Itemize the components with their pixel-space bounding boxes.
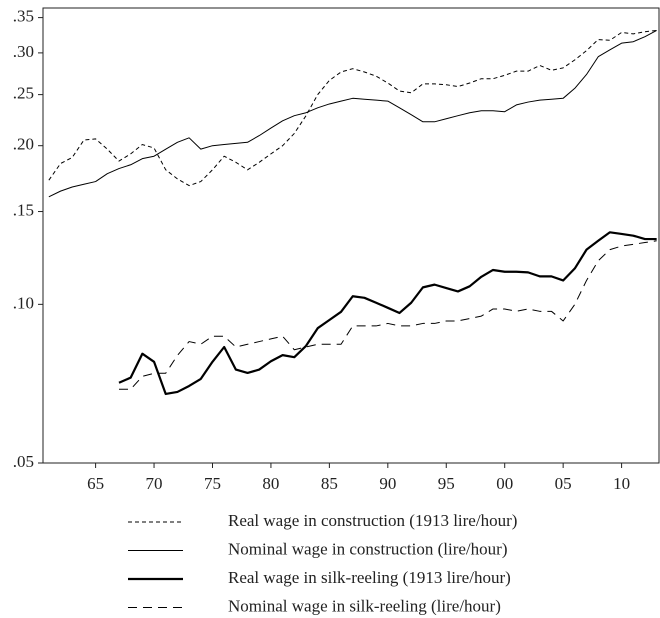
x-tick-label: 85 <box>321 474 338 493</box>
y-tick-label: .20 <box>13 135 34 154</box>
y-tick-label: .35 <box>13 7 34 26</box>
series-line <box>118 231 657 396</box>
x-tick-label: 95 <box>438 474 455 493</box>
legend-label: Nominal wage in silk-reeling (lire/hour) <box>228 596 501 615</box>
plot-frame <box>42 7 660 464</box>
x-tick-label: 65 <box>87 474 104 493</box>
y-tick-label: .10 <box>13 293 34 312</box>
x-tick-label: 80 <box>262 474 279 493</box>
x-tick-label: 70 <box>146 474 163 493</box>
y-tick-label: .30 <box>13 42 34 61</box>
x-tick-label: 75 <box>204 474 221 493</box>
series-line <box>118 240 657 390</box>
series-line <box>48 29 657 187</box>
x-tick-label: 05 <box>555 474 572 493</box>
x-tick-label: 00 <box>496 474 513 493</box>
legend-label: Real wage in construction (1913 lire/hou… <box>228 511 517 530</box>
series-line <box>48 29 657 198</box>
x-tick-label: 10 <box>613 474 630 493</box>
y-tick-label: .25 <box>13 84 34 103</box>
legend-label: Real wage in silk-reeling (1913 lire/hou… <box>228 568 511 587</box>
legend-label: Nominal wage in construction (lire/hour) <box>228 539 507 558</box>
y-tick-label: .05 <box>13 452 34 471</box>
y-tick-label: .15 <box>13 200 34 219</box>
x-tick-label: 90 <box>379 474 396 493</box>
